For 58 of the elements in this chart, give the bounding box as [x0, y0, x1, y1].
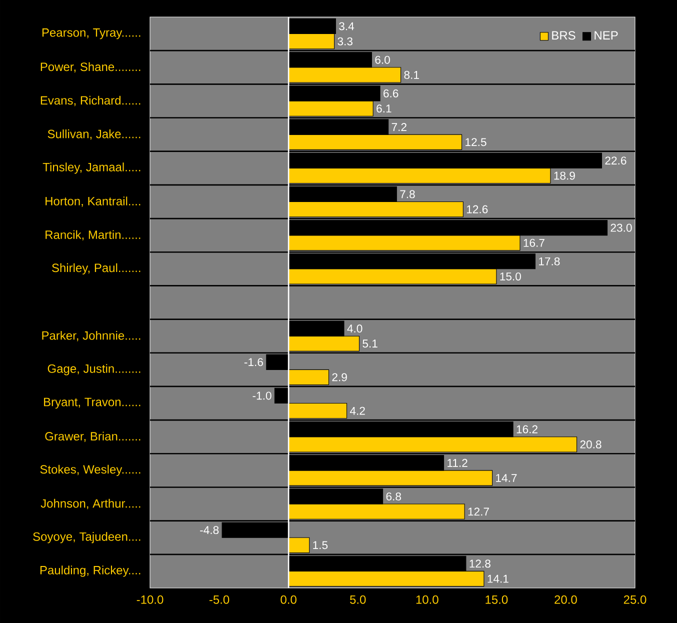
x-tick-label: 15.0 [486, 595, 508, 604]
x-tick-label: 25.0 [624, 595, 646, 604]
data-label: 18.9 [554, 172, 575, 180]
data-label: 8.1 [404, 70, 419, 79]
data-label: 17.8 [539, 257, 560, 266]
data-label: 6.6 [384, 89, 398, 98]
data-label: 7.8 [400, 190, 415, 198]
y-tick-label: Paulding, Rickey.... [40, 566, 140, 577]
data-label: 12.8 [470, 560, 490, 568]
data-label: 22.6 [605, 156, 626, 165]
data-label: 14.7 [496, 474, 517, 482]
data-label: 15.0 [500, 272, 521, 280]
x-tick-label: 10.0 [416, 595, 438, 604]
data-label: 3.3 [338, 37, 352, 46]
data-label: 4.0 [347, 324, 362, 333]
data-label: 12.5 [466, 138, 486, 146]
y-tick-label: Parker, Johnnie..... [42, 330, 140, 342]
y-tick-label: Grawer, Brian....... [45, 432, 140, 442]
x-tick-label: -10.0 [136, 595, 164, 604]
data-label: 3.4 [339, 22, 354, 30]
data-label: -1.6 [244, 358, 263, 366]
y-tick-label: Tinsley, Jamaal..... [42, 162, 140, 174]
y-tick-label: Evans, Richard...... [40, 96, 140, 106]
y-tick-label: Johnson, Arthur..... [40, 498, 140, 510]
y-tick-label: Bryant, Travon...... [44, 398, 140, 409]
data-label: 4.2 [350, 406, 365, 415]
data-label: 14.1 [488, 574, 508, 583]
legend-label: BRS [552, 31, 576, 40]
data-label: 1.5 [313, 541, 328, 550]
x-tick-label: 20.0 [554, 595, 577, 604]
x-tick-label: 5.0 [350, 595, 366, 604]
data-label: -4.8 [200, 526, 219, 534]
data-label: 6.1 [376, 104, 392, 113]
data-label: 6.8 [386, 492, 401, 500]
y-tick-label: Pearson, Tyray...... [42, 28, 140, 40]
legend-label: NEP [594, 31, 618, 40]
data-label: 16.7 [524, 238, 544, 247]
y-tick-label: Gage, Justin........ [48, 364, 140, 376]
y-tick-label: Shirley, Paul....... [52, 263, 140, 274]
data-label: 12.7 [468, 508, 489, 516]
data-label: 16.2 [516, 425, 538, 434]
data-label: 5.1 [362, 340, 378, 348]
x-tick-label: 0.0 [280, 595, 296, 604]
data-label: 2.9 [332, 373, 347, 382]
data-label: 6.0 [375, 56, 390, 64]
data-label: 12.6 [466, 205, 488, 214]
y-tick-label: Stokes, Wesley...... [40, 464, 140, 476]
y-tick-label: Rancik, Martin...... [46, 230, 140, 240]
y-tick-label: Power, Shane........ [40, 62, 140, 72]
x-tick-label: -5.0 [209, 595, 230, 604]
data-label: 7.2 [392, 123, 406, 131]
data-label: 23.0 [610, 224, 632, 232]
y-tick-label: Sullivan, Jake...... [48, 129, 140, 140]
data-label: 11.2 [448, 458, 468, 467]
data-label: -1.0 [252, 392, 272, 400]
y-tick-label: Horton, Kantrail.... [46, 196, 140, 207]
data-label: 20.8 [580, 440, 602, 448]
y-tick-label: Soyoye, Tajudeen.... [33, 532, 140, 544]
